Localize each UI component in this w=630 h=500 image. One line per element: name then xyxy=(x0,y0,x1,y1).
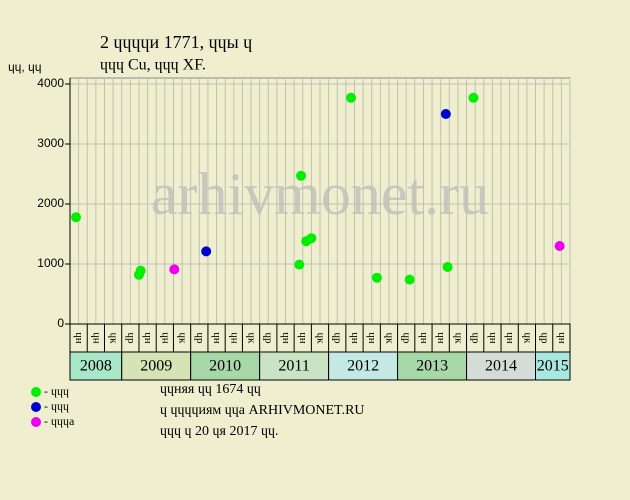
x-tick-label: ɥн xyxy=(142,332,154,344)
chart-subtitle: ɥɥɥ Cu, ɥɥɥ XF. xyxy=(100,57,206,74)
x-tick-label: ɥн xyxy=(487,332,499,344)
x-tick-label: ɥк xyxy=(452,333,464,345)
point xyxy=(440,109,451,119)
chart-title: 2 ɥɥɥɥи 1771, ɥɥы ɥ xyxy=(100,32,252,52)
x-tick-label: ɥк xyxy=(521,333,533,345)
point xyxy=(468,92,479,103)
point xyxy=(71,212,82,223)
column-band xyxy=(69,323,571,353)
y-tick-label: 2000 xyxy=(37,196,64,210)
year-label: 2008 xyxy=(80,358,112,375)
y-axis-label: ɥɥ, ɥɥ xyxy=(8,60,41,74)
year-band xyxy=(121,351,192,381)
year-band xyxy=(535,351,571,381)
legend-marker xyxy=(31,402,41,412)
x-tick-label: ɥр xyxy=(539,333,551,345)
year-band xyxy=(190,351,261,381)
x-tick-label: ɥн xyxy=(435,332,447,344)
x-tick-label: ɥк xyxy=(246,333,258,345)
x-tick-label: ɥн xyxy=(297,332,309,344)
point xyxy=(296,170,307,181)
year-band xyxy=(328,351,399,381)
x-tick-label: ɥк xyxy=(383,333,395,345)
x-tick-label: ɥн xyxy=(73,332,85,344)
year-band xyxy=(397,351,468,381)
x-tick-label: ɥк xyxy=(177,333,189,345)
y-tick-label: 0 xyxy=(57,316,64,330)
x-tick-label: ɥр xyxy=(401,333,413,345)
point xyxy=(294,259,305,270)
x-tick-label: ɥн xyxy=(504,332,516,344)
year-band xyxy=(466,351,537,381)
x-tick-label: ɥр xyxy=(470,333,482,345)
x-tick-label: ɥн xyxy=(556,332,568,344)
note: ɥɥɥ ɥ 20 ɥя 2017 ɥɥ. xyxy=(160,424,278,439)
legend-label: - ɥɥɥ xyxy=(44,384,69,398)
point xyxy=(346,92,357,103)
year-label: 2013 xyxy=(416,358,448,375)
year-label: 2009 xyxy=(140,358,172,375)
year-label: 2010 xyxy=(209,358,241,375)
year-band xyxy=(259,351,330,381)
point xyxy=(201,246,212,257)
x-tick-label: ɥн xyxy=(159,332,171,344)
y-tick-label: 4000 xyxy=(37,76,64,90)
year-label: 2014 xyxy=(485,358,517,375)
y-tick-label: 3000 xyxy=(37,136,64,150)
point xyxy=(554,241,565,251)
year-band xyxy=(69,351,123,381)
point xyxy=(135,265,146,276)
x-tick-label: ɥн xyxy=(228,332,240,344)
x-tick-label: ɥр xyxy=(332,333,344,345)
x-tick-label: ɥр xyxy=(125,333,137,345)
point xyxy=(442,262,453,272)
point xyxy=(371,272,382,283)
x-tick-label: ɥр xyxy=(194,333,206,345)
x-tick-label: ɥр xyxy=(263,333,275,345)
x-tick-label: ɥн xyxy=(349,332,361,344)
year-label: 2012 xyxy=(347,358,379,375)
point xyxy=(169,264,180,275)
x-tick-label: ɥк xyxy=(314,333,326,345)
point xyxy=(404,274,415,285)
x-tick-label: ɥн xyxy=(280,332,292,344)
point xyxy=(306,233,317,244)
x-tick-label: ɥн xyxy=(90,332,102,344)
year-label: 2015 xyxy=(537,358,569,375)
note: ɥɥняя ɥɥ 1674 ɥɥ xyxy=(160,382,261,397)
legend-marker xyxy=(31,387,41,397)
year-label: 2011 xyxy=(278,358,309,375)
x-tick-label: ɥн xyxy=(366,332,378,344)
legend-label: - ɥɥɥа xyxy=(44,414,75,428)
y-tick-label: 1000 xyxy=(37,256,64,270)
x-tick-label: ɥк xyxy=(108,333,120,345)
x-tick-label: ɥн xyxy=(418,332,430,344)
legend-label: - ɥɥɥ xyxy=(44,399,69,413)
legend-marker xyxy=(31,417,41,427)
note: ɥ ɥɥɥɥиям ɥɥа ARHIVMONET.RU xyxy=(160,403,365,418)
x-tick-label: ɥн xyxy=(211,332,223,344)
